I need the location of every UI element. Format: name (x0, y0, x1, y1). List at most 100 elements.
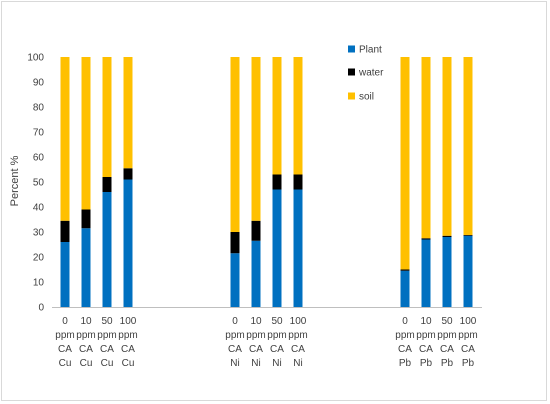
y-axis-ticks: 0 10 20 30 40 50 60 70 80 90 100 (27, 53, 44, 314)
y-tick-label: 20 (33, 253, 45, 264)
y-axis-title-group: Percent % (9, 155, 21, 206)
y-tick-label: 50 (33, 178, 45, 189)
x-tick-label: ppm (437, 330, 456, 341)
x-tick-label: CA (440, 344, 454, 355)
y-tick-label: 0 (38, 303, 44, 314)
x-tick-label: 100 (460, 316, 477, 327)
x-tick-label: ppm (76, 330, 95, 341)
x-tick-label: Cu (59, 358, 72, 369)
x-tick-label: 10 (250, 316, 262, 327)
x-tick-label: ppm (458, 330, 477, 341)
x-tick-label: CA (121, 344, 135, 355)
x-tick-label: ppm (246, 330, 265, 341)
bar-segment-plant (230, 253, 240, 307)
bar-segment-water (60, 220, 70, 242)
y-tick-label: 80 (33, 103, 45, 114)
x-tick-label: ppm (118, 330, 137, 341)
bar-segment-water (400, 269, 410, 271)
bar-segment-soil (400, 57, 410, 270)
bar-segment-soil (272, 57, 282, 175)
x-tick-label: Cu (122, 358, 135, 369)
bar-segment-soil (60, 57, 70, 221)
x-axis-ticks: 0ppmCACu10ppmCACu50ppmCACu100ppmCACu0ppm… (55, 316, 477, 369)
x-tick-label: ppm (267, 330, 286, 341)
x-tick-label: ppm (97, 330, 116, 341)
x-tick-label: CA (249, 344, 263, 355)
bar-segment-soil (463, 57, 473, 235)
bar-segment-soil (230, 57, 240, 232)
x-tick-label: CA (228, 344, 242, 355)
x-tick-label: Ni (272, 358, 281, 369)
x-tick-label: 50 (441, 316, 453, 327)
bar-segment-plant (293, 189, 303, 307)
bar-segment-water (293, 174, 303, 190)
bar-segment-water (421, 238, 431, 240)
y-tick-label: 90 (33, 78, 45, 89)
bar-segment-soil (102, 57, 112, 177)
x-tick-label: CA (419, 344, 433, 355)
x-tick-label: Pb (420, 358, 433, 369)
x-tick-label: ppm (395, 330, 414, 341)
bar-segment-plant (400, 270, 410, 307)
x-tick-label: CA (270, 344, 284, 355)
x-tick-label: 10 (420, 316, 432, 327)
bar-segment-soil (123, 57, 133, 169)
bar-segment-plant (60, 242, 70, 307)
x-tick-label: ppm (288, 330, 307, 341)
x-tick-label: ppm (416, 330, 435, 341)
x-tick-label: Ni (293, 358, 302, 369)
bar-segment-soil (293, 57, 303, 175)
bar-segment-plant (251, 240, 261, 307)
x-tick-label: Pb (399, 358, 412, 369)
x-tick-label: CA (79, 344, 93, 355)
x-tick-label: CA (461, 344, 475, 355)
x-tick-label: Ni (230, 358, 239, 369)
bar-segment-plant (272, 189, 282, 307)
bar-segment-plant (442, 237, 452, 307)
y-axis-title: Percent % (9, 155, 21, 206)
legend-swatch-plant (348, 45, 355, 53)
x-tick-label: 0 (62, 316, 68, 327)
bar-segment-plant (421, 239, 431, 307)
x-tick-label: Cu (80, 358, 93, 369)
bar-segment-plant (123, 179, 133, 307)
legend-label-soil: soil (359, 92, 374, 103)
bar-segment-water (272, 174, 282, 190)
x-tick-label: 100 (120, 316, 137, 327)
bar-segment-plant (81, 228, 91, 307)
legend-label-water: water (358, 68, 384, 79)
legend-swatch-soil (348, 92, 355, 100)
bar-segment-water (230, 232, 240, 254)
x-tick-label: 10 (80, 316, 92, 327)
y-tick-label: 100 (27, 53, 44, 64)
bar-segment-soil (421, 57, 431, 239)
bar-segment-water (442, 235, 452, 237)
y-tick-label: 10 (33, 278, 45, 289)
y-tick-label: 40 (33, 203, 45, 214)
legend-label-plant: Plant (359, 45, 382, 56)
x-tick-label: ppm (55, 330, 74, 341)
bar-segment-soil (81, 57, 91, 210)
x-tick-label: Pb (441, 358, 454, 369)
bar-segment-water (123, 168, 133, 180)
y-tick-label: 60 (33, 153, 45, 164)
bar-segment-soil (251, 57, 261, 221)
bar-segment-water (251, 220, 261, 241)
bar-segment-water (81, 209, 91, 229)
x-tick-label: 50 (101, 316, 113, 327)
x-tick-label: 0 (232, 316, 238, 327)
x-tick-label: CA (398, 344, 412, 355)
bar-segment-water (463, 235, 473, 236)
bar-segment-plant (463, 235, 473, 307)
x-tick-label: CA (100, 344, 114, 355)
x-tick-label: 100 (290, 316, 307, 327)
legend-swatch-water (348, 68, 355, 76)
x-tick-label: Ni (251, 358, 260, 369)
x-tick-label: Pb (462, 358, 475, 369)
x-tick-label: ppm (225, 330, 244, 341)
x-tick-label: 50 (271, 316, 283, 327)
x-tick-label: 0 (402, 316, 408, 327)
x-tick-label: CA (291, 344, 305, 355)
bars (60, 57, 473, 307)
